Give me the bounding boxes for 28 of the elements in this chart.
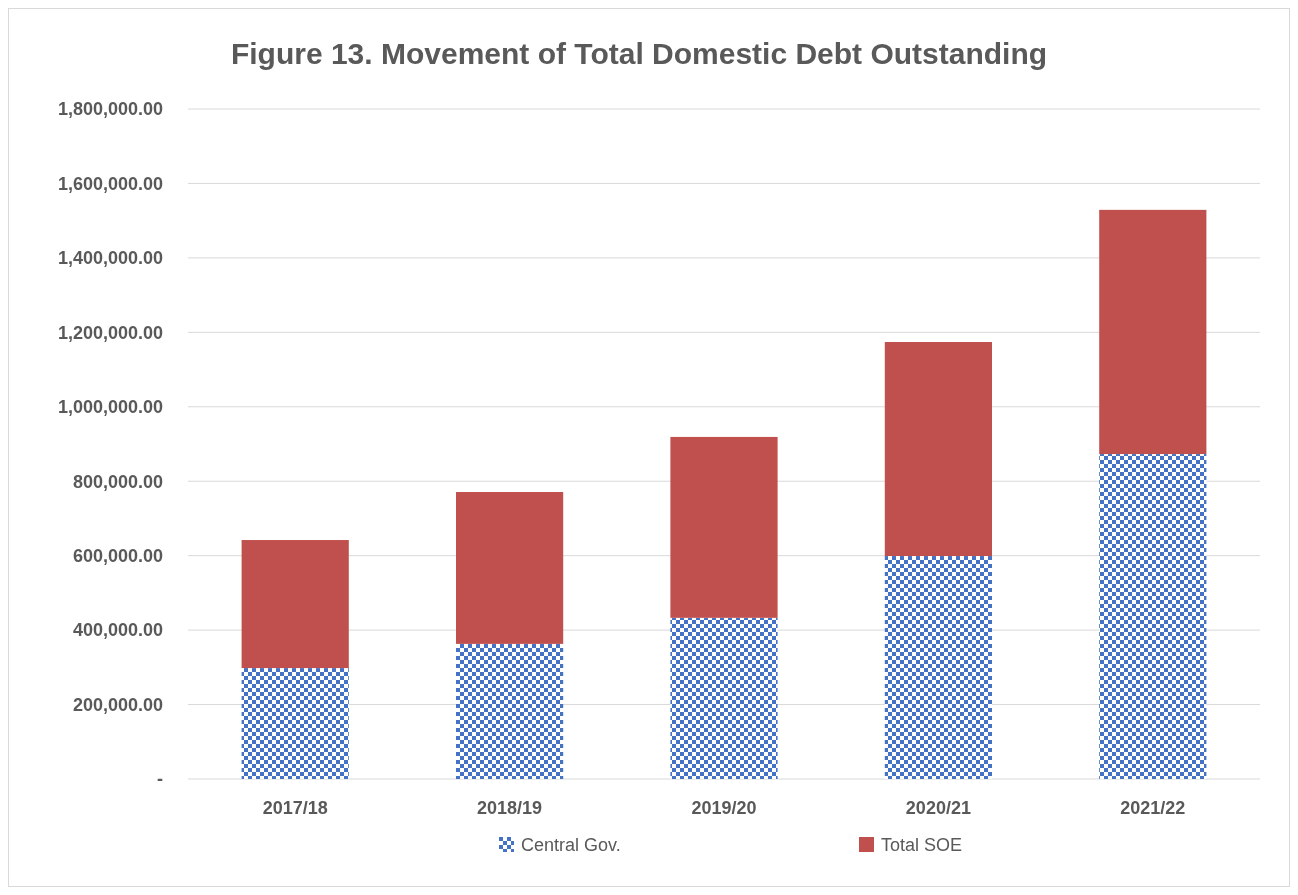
bar [241,540,349,669]
y-tick-label: 1,000,000.00 [57,397,163,418]
y-tick-label: 400,000.00 [72,620,163,641]
bar [1099,454,1207,779]
bar [670,617,778,779]
bar [884,342,992,557]
bar [456,643,564,779]
bar [456,492,564,644]
y-tick-label: 800,000.00 [72,471,163,492]
y-tick-label: 1,400,000.00 [57,248,163,269]
x-tick-label: 2018/19 [477,798,543,818]
x-tick-label: 2021/22 [1120,798,1186,818]
y-tick-label: 600,000.00 [72,545,163,566]
bar [670,436,778,618]
y-tick-label: 1,800,000.00 [57,99,163,120]
bar [241,668,349,779]
y-tick-label: 200,000.00 [72,694,163,715]
bar [1099,209,1207,455]
x-tick-label: 2020/21 [905,798,971,818]
y-tick-label: - [157,769,163,790]
y-tick-label: 1,200,000.00 [57,322,163,343]
bar [884,556,992,779]
legend-label: Total SOE [881,835,963,856]
chart-title: Figure 13. Movement of Total Domestic Debt Outstanding [230,37,1048,70]
legend-label: Central Gov. [521,835,621,856]
x-tick-label: 2019/20 [691,798,757,818]
x-tick-label: 2017/18 [262,798,328,818]
y-tick-label: 1,600,000.00 [57,173,163,194]
